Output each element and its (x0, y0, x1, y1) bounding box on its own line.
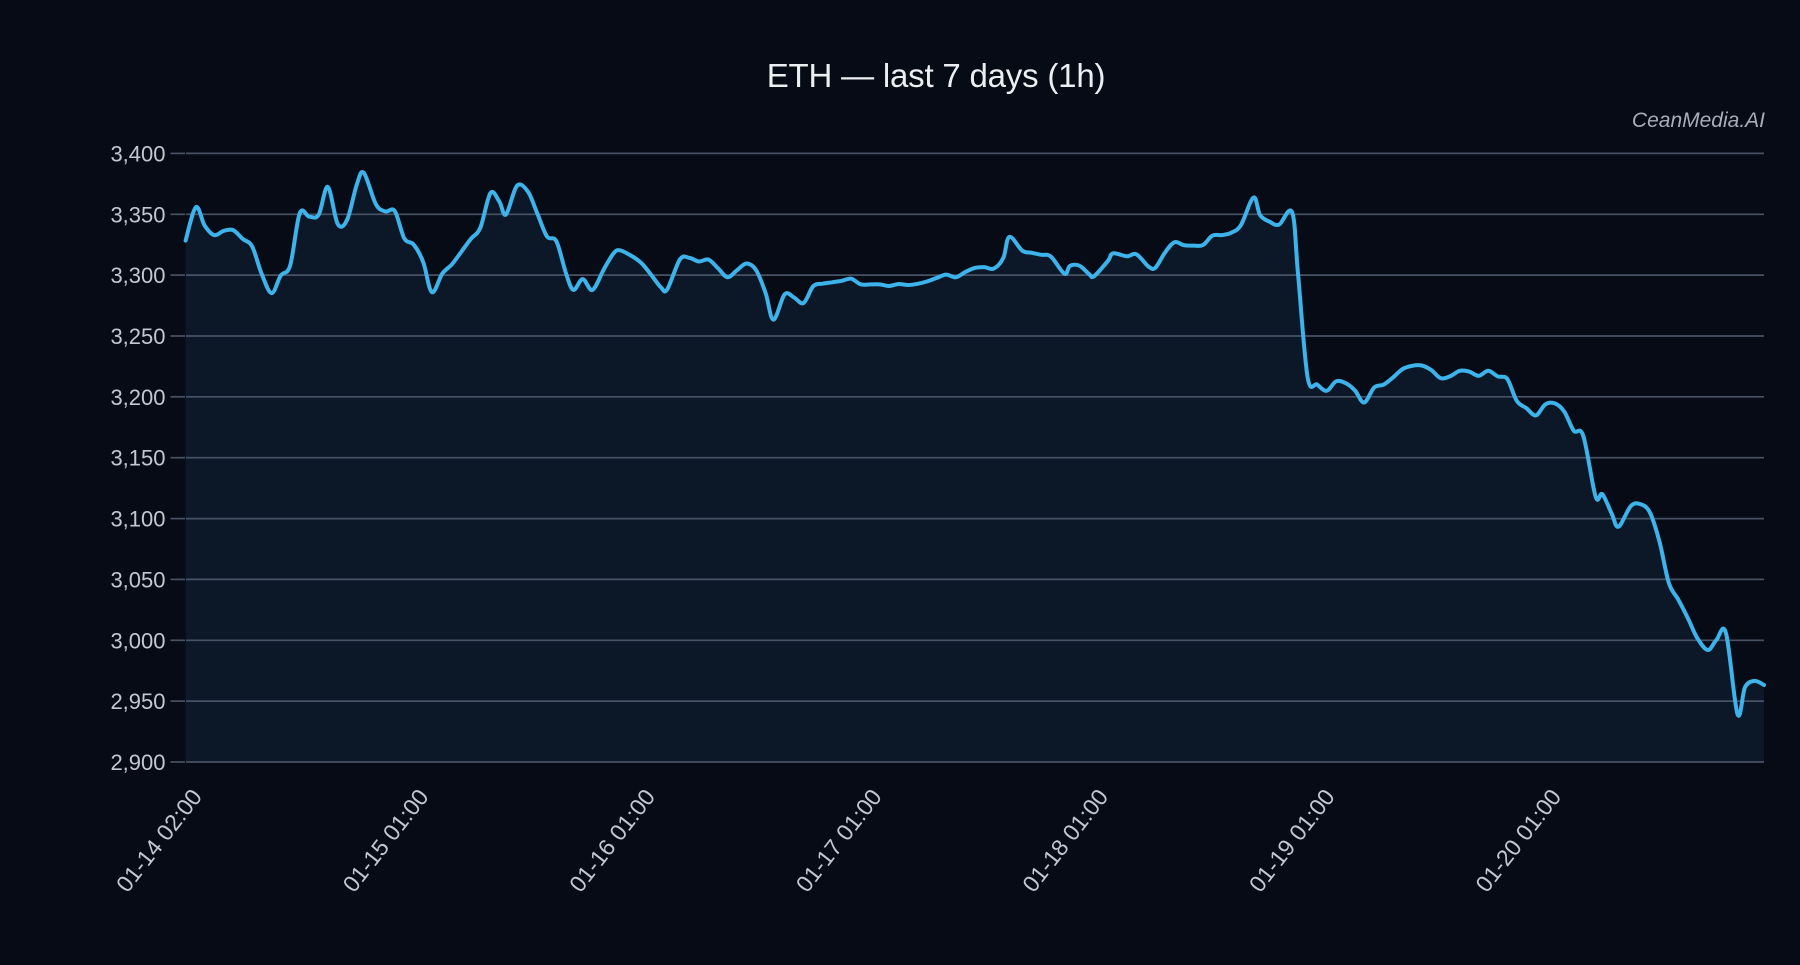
svg-text:2,900: 2,900 (110, 750, 165, 775)
svg-text:3,350: 3,350 (110, 202, 165, 227)
svg-text:3,200: 3,200 (110, 385, 165, 410)
svg-text:3,100: 3,100 (110, 507, 165, 532)
svg-text:CeanMedia.AI: CeanMedia.AI (1632, 109, 1765, 132)
svg-text:3,250: 3,250 (110, 324, 165, 349)
svg-text:3,300: 3,300 (110, 263, 165, 288)
svg-text:3,150: 3,150 (110, 446, 165, 471)
svg-text:3,400: 3,400 (110, 141, 165, 166)
svg-text:3,000: 3,000 (110, 628, 165, 653)
svg-text:3,050: 3,050 (110, 567, 165, 592)
svg-text:2,950: 2,950 (110, 689, 165, 714)
svg-text:ETH — last 7 days (1h): ETH — last 7 days (1h) (767, 57, 1106, 94)
